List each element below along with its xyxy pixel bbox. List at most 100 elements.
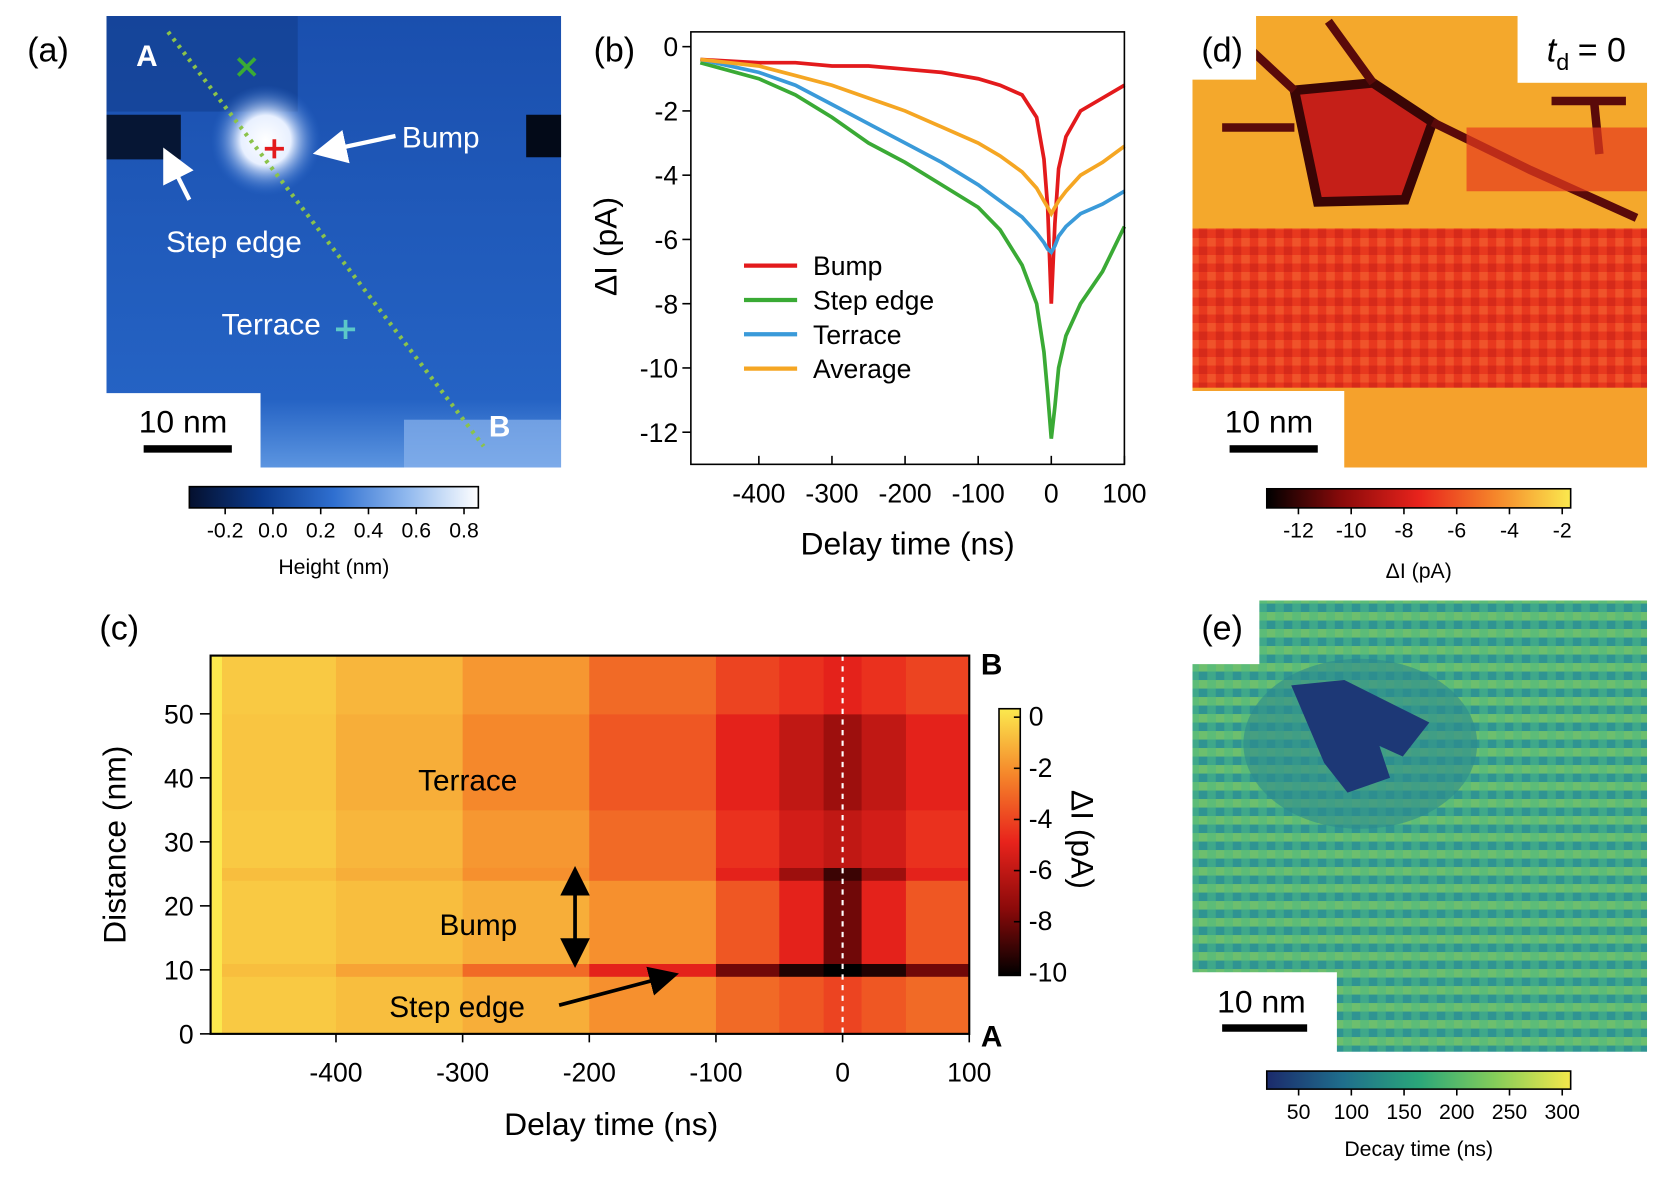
heatmap-cell: [221, 880, 337, 964]
y-tick-label: 30: [164, 827, 194, 857]
annotation: Bump: [402, 122, 480, 155]
heatmap-cell: [715, 713, 780, 811]
heatmap-cell: [221, 809, 337, 868]
x-tick-label: -100: [952, 479, 1005, 509]
heatmap-cell: [823, 656, 863, 715]
y-tick-label: 0: [663, 32, 678, 62]
heatmap-cell: [221, 713, 337, 811]
heatmap-cell: [779, 963, 825, 977]
y-tick-label: -4: [655, 161, 679, 191]
series-line: [700, 57, 1126, 304]
heatmap-cell: [221, 963, 337, 977]
heatmap-cell: [462, 809, 590, 868]
heatmap-cell: [589, 963, 717, 977]
colorbar-tick-label: 0.8: [449, 519, 479, 543]
colorbar-tick-label: -12: [1283, 519, 1314, 543]
x-axis-label: Delay time (ns): [801, 526, 1015, 562]
annotation: A: [136, 40, 157, 73]
marker-terrace: [335, 319, 356, 339]
x-tick-label: 100: [1102, 479, 1146, 509]
colorbar-tick-label: -8: [1029, 906, 1053, 936]
x-tick-label: -400: [309, 1058, 362, 1088]
y-tick-label: -8: [655, 289, 679, 319]
x-tick-label: 0: [835, 1058, 850, 1088]
y-tick-label: 10: [164, 955, 194, 985]
heatmap-cell: [715, 976, 780, 1035]
panel-title: td = 0: [1547, 32, 1626, 76]
annotation: Terrace: [418, 765, 517, 798]
heatmap-cell: [715, 656, 780, 715]
colorbar-tick-label: -0.2: [207, 519, 244, 543]
heatmap-cell: [905, 963, 970, 977]
heatmap-cell: [823, 976, 863, 1035]
x-tick-label: -100: [689, 1058, 742, 1088]
scale-bar-label: 10 nm: [139, 403, 228, 439]
heatmap-cell: [715, 880, 780, 964]
colorbar-tick-label: -10: [1029, 957, 1067, 987]
y-axis-label: ΔI (pA): [587, 197, 623, 296]
annotation: Bump: [439, 909, 517, 942]
edge-label: B: [981, 649, 1002, 682]
heatmap-cell: [861, 867, 907, 881]
heatmap-cell: [589, 976, 717, 1035]
colorbar-label: ΔI (pA): [1386, 559, 1452, 583]
heatmap-cell: [715, 963, 780, 977]
annotation: B: [489, 411, 511, 444]
title-var: t: [1547, 32, 1558, 70]
heatmap-cell: [462, 976, 590, 1035]
heatmap-cell: [335, 867, 464, 881]
colorbar-tick-label: 50: [1287, 1100, 1311, 1124]
plot-frame: [690, 31, 1126, 466]
colorbar-tick-label: 100: [1334, 1100, 1369, 1124]
heatmap-cell: [861, 656, 907, 715]
heatmap-cell: [779, 713, 825, 811]
edge-label: A: [981, 1021, 1002, 1054]
y-tick-label: 20: [164, 891, 194, 921]
x-tick-label: -300: [436, 1058, 489, 1088]
colorbar-tick-label: 0.6: [401, 519, 431, 543]
arrow: [312, 129, 396, 164]
annotation: Step edge: [389, 991, 525, 1024]
heatmap-cell: [335, 656, 464, 715]
heatmap-cell: [221, 656, 337, 715]
x-tick-label: -200: [879, 479, 932, 509]
heatmap-cell: [779, 656, 825, 715]
heatmap-cell: [335, 713, 464, 811]
heatmap-cell: [823, 963, 863, 977]
y-tick-label: -12: [640, 418, 678, 448]
heatmap-cell: [905, 809, 970, 868]
heatmap-cell: [589, 713, 717, 811]
colorbar-tick-label: -6: [1029, 855, 1053, 885]
y-tick-label: -2: [655, 96, 679, 126]
colorbar-tick-label: 0.0: [258, 519, 288, 543]
colorbar: [1265, 487, 1572, 509]
heatmap-cell: [221, 976, 337, 1035]
colorbar-tick-label: -6: [1447, 519, 1466, 543]
heatmap-cell: [823, 867, 863, 881]
heatmap-cell: [905, 656, 970, 715]
heatmap-cell: [462, 656, 590, 715]
heatmap-cell: [335, 880, 464, 964]
heatmap-cell: [861, 809, 907, 868]
series-line: [700, 57, 1126, 218]
heatmap-cell: [861, 713, 907, 811]
height-map: [106, 15, 562, 468]
heatmap-cell: [462, 713, 590, 811]
y-tick-label: 0: [179, 1019, 194, 1049]
legend-label: Step edge: [813, 286, 934, 316]
heatmap-cell: [905, 976, 970, 1035]
x-tick-label: -200: [563, 1058, 616, 1088]
heatmap-cell: [589, 809, 717, 868]
y-tick-label: -10: [640, 354, 678, 384]
heatmap-cell: [715, 867, 780, 881]
colorbar-tick-label: -2: [1553, 519, 1572, 543]
heatmap-cell: [589, 656, 717, 715]
scale-bar: [1229, 445, 1318, 453]
panel-label: (a): [27, 32, 69, 70]
heatmap-cell: [335, 976, 464, 1035]
heatmap-cell: [905, 867, 970, 881]
scale-bar: [1222, 1024, 1308, 1032]
scale-bar-label: 10 nm: [1225, 403, 1314, 439]
